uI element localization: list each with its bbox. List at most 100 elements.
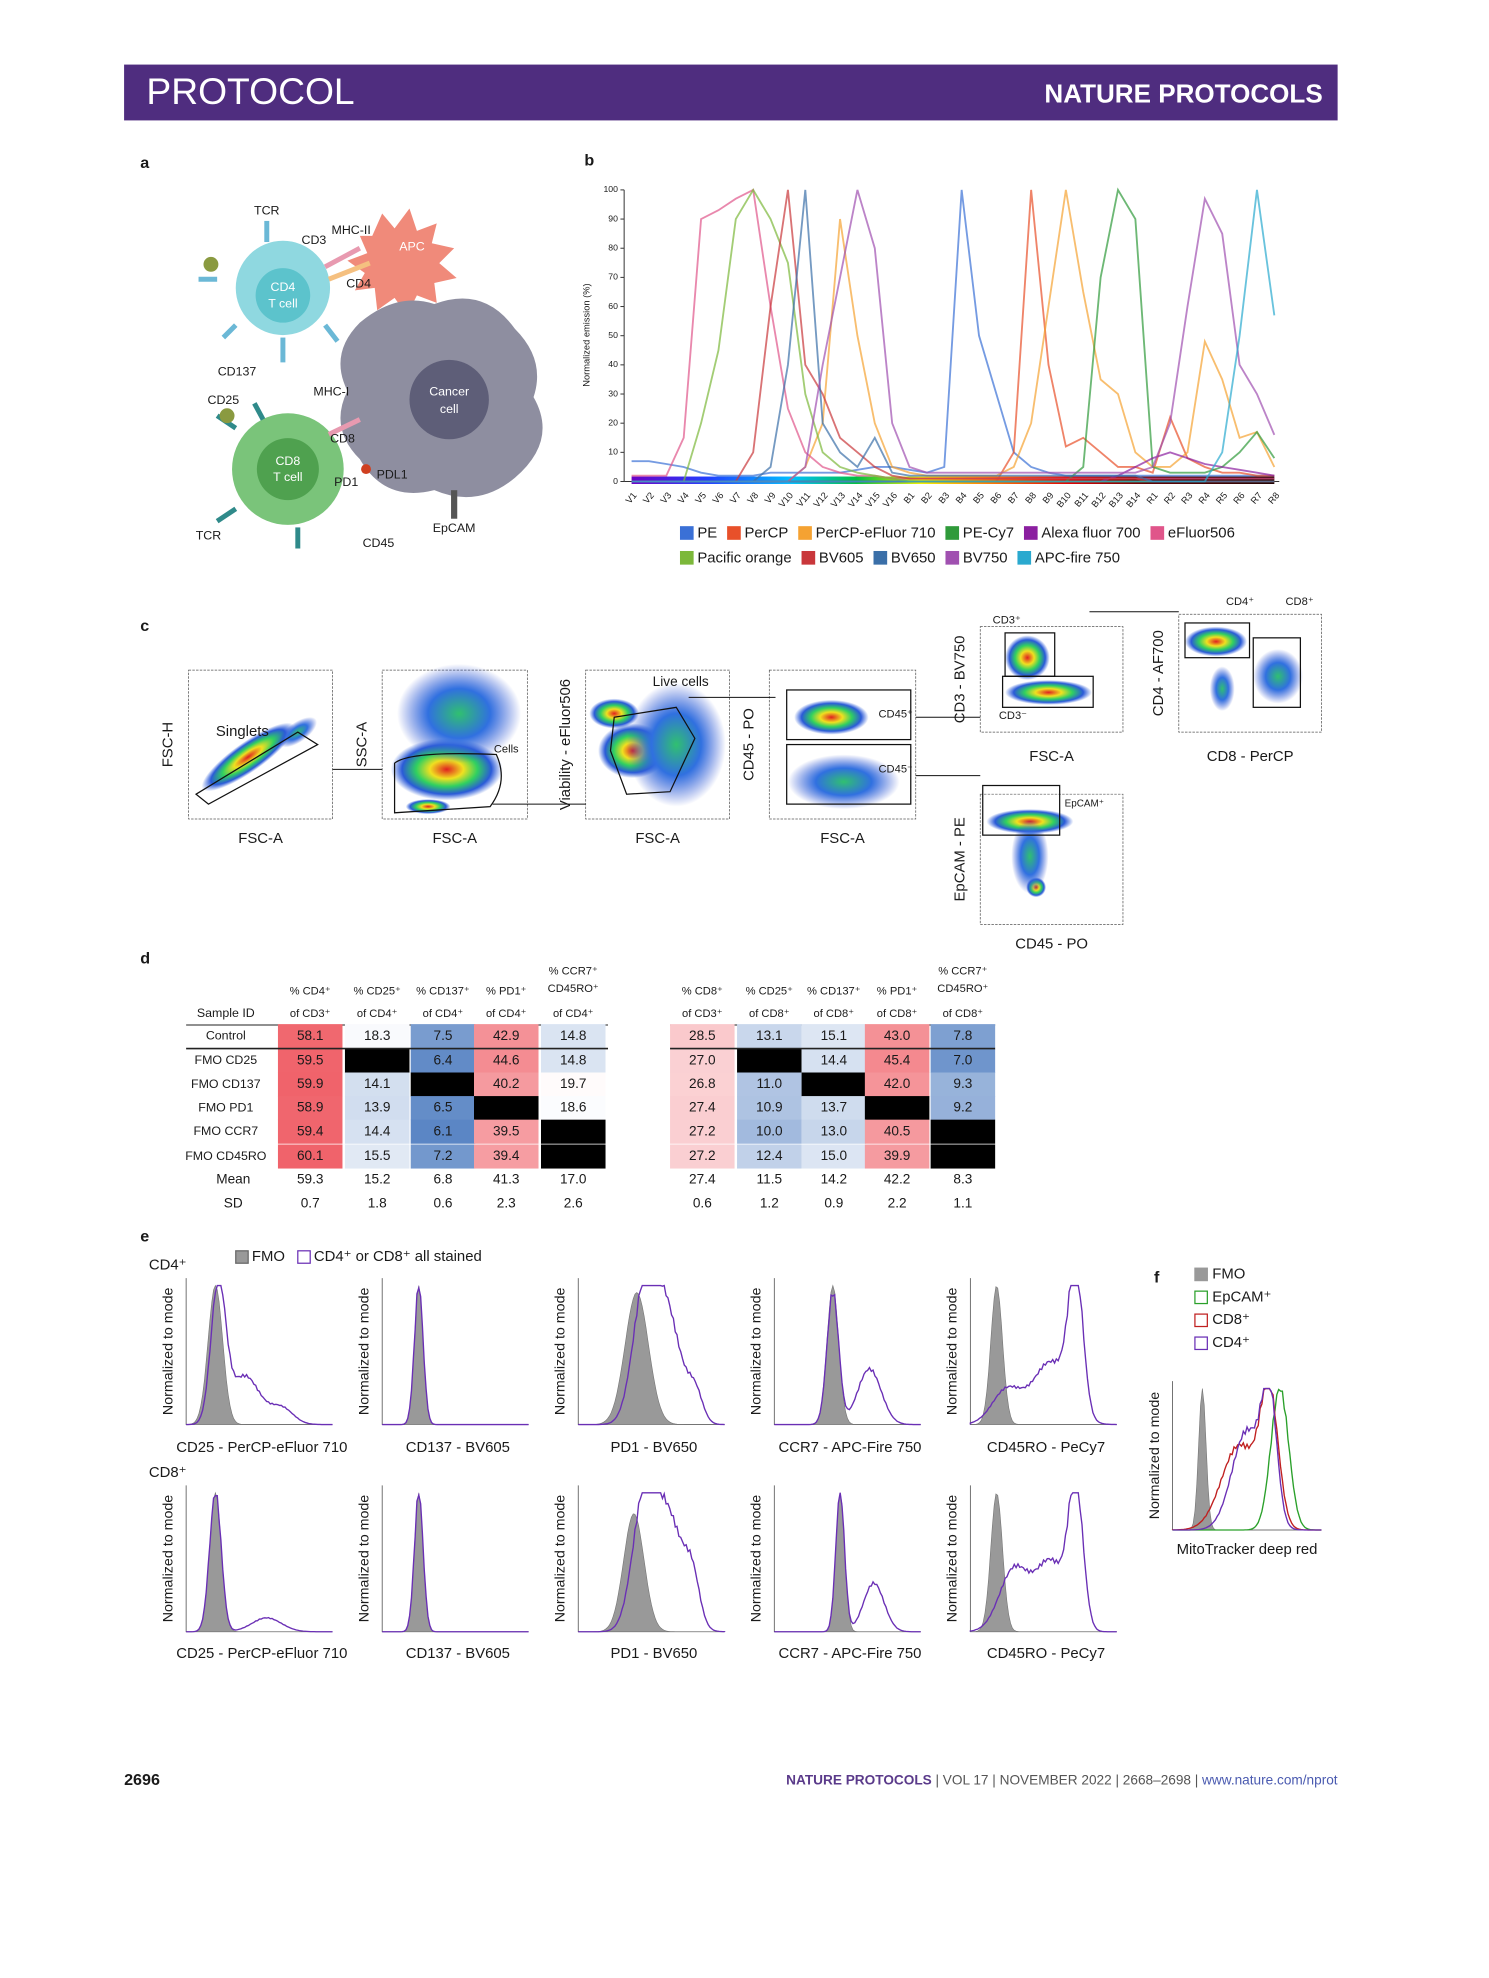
legend-label: CD4⁺ or CD8⁺ all stained xyxy=(314,1249,482,1265)
table-cell xyxy=(344,1096,410,1121)
footer-part: | VOL 17 | NOVEMBER 2022 | 2668–2698 | xyxy=(935,1772,1198,1787)
x-tick-label: R3 xyxy=(1179,490,1194,506)
table-cell-value: 45.4 xyxy=(884,1053,911,1068)
footer-citation: NATURE PROTOCOLS | VOL 17 | NOVEMBER 2022… xyxy=(786,1772,1338,1787)
y-tick-label: 100 xyxy=(603,184,618,194)
table-row-id: FMO PD1 xyxy=(198,1100,253,1114)
table-cell xyxy=(473,1144,539,1169)
gate xyxy=(1184,622,1251,659)
gate xyxy=(609,706,696,795)
table-cell xyxy=(277,1048,343,1074)
y-axis-label: Normalized emission (%) xyxy=(581,283,591,386)
table-header: % CD25⁺ xyxy=(353,985,401,997)
table-header: of CD4⁺ xyxy=(486,1008,527,1020)
panel-label: b xyxy=(584,152,594,170)
table-cell-value: 42.9 xyxy=(493,1028,520,1043)
gate-label: EpCAM⁺ xyxy=(1065,799,1104,810)
legend-label: CD8⁺ xyxy=(1212,1312,1250,1328)
table-header: of CD8⁺ xyxy=(877,1008,918,1020)
histogram xyxy=(970,1286,1117,1425)
legend-swatch xyxy=(798,526,812,540)
histogram xyxy=(969,1492,1117,1633)
y-tick-label: 50 xyxy=(608,330,618,340)
table-row-id: FMO CCR7 xyxy=(193,1124,258,1138)
flow-density xyxy=(787,754,900,810)
histogram xyxy=(578,1513,725,1633)
table-cell-value: 0.6 xyxy=(434,1195,453,1210)
table-cell-value: 8.3 xyxy=(953,1172,972,1187)
table-cell-value: 27.2 xyxy=(689,1148,716,1163)
table-cell xyxy=(277,1144,343,1169)
table-cell-value: 40.5 xyxy=(884,1123,911,1138)
table-cell xyxy=(541,1072,606,1097)
x-tick-label: B13 xyxy=(1107,490,1125,509)
table-cell xyxy=(473,1048,539,1074)
table-cell xyxy=(801,1072,867,1097)
histogram xyxy=(1171,1387,1322,1531)
table-header: % CD137⁺ xyxy=(807,985,861,997)
flow-x-label: FSC-A xyxy=(1029,749,1074,765)
table-cell-value: 2.2 xyxy=(888,1195,907,1210)
hist-y-label: Normalized to mode xyxy=(553,1495,569,1623)
spectrum-bar xyxy=(631,476,1275,484)
table-row-id: FMO CD45RO xyxy=(185,1149,267,1163)
table-cell xyxy=(344,1072,410,1097)
table-cell xyxy=(864,1048,930,1074)
histogram xyxy=(774,1492,921,1633)
table-cell-value: 7.5 xyxy=(434,1028,453,1043)
table-cell xyxy=(670,1144,735,1169)
table-cell-value: 14.2 xyxy=(821,1172,848,1187)
table-cell-value: 6.4 xyxy=(434,1053,453,1068)
hist-y-label: Normalized to mode xyxy=(945,1287,961,1415)
panel-label: e xyxy=(140,1227,149,1245)
x-tick-label: V14 xyxy=(846,490,864,509)
x-tick-label: B6 xyxy=(989,490,1004,505)
table-cell xyxy=(737,1072,802,1097)
x-tick-label: V16 xyxy=(881,490,899,509)
flow-x-label: CD8 - PerCP xyxy=(1207,749,1294,765)
table-cell-value: 13.9 xyxy=(364,1100,391,1115)
legend-label: FMO xyxy=(252,1249,285,1265)
y-tick-label: 40 xyxy=(608,359,618,369)
table-header: % CD25⁺ xyxy=(746,985,794,997)
legend-label: PerCP xyxy=(744,526,788,542)
table-cell xyxy=(930,1024,996,1049)
journal-title: NATURE PROTOCOLS xyxy=(1044,78,1322,108)
table-cell-value: 0.7 xyxy=(301,1195,320,1210)
table-cell-value: 12.4 xyxy=(756,1148,783,1163)
panel-label: d xyxy=(140,949,150,967)
flow-density xyxy=(1005,680,1092,705)
diagram-label: T cell xyxy=(268,296,297,310)
y-tick-label: 70 xyxy=(608,272,618,282)
gate xyxy=(1001,675,1094,708)
table-header: % PD1⁺ xyxy=(877,985,918,997)
table-cell xyxy=(670,1119,735,1144)
table-cell xyxy=(541,1119,606,1144)
y-tick-label: 30 xyxy=(608,388,618,398)
x-tick-label: B12 xyxy=(1089,490,1107,509)
x-tick-label: V8 xyxy=(745,490,760,505)
hist-x-label: CD137 - BV605 xyxy=(406,1646,510,1662)
table-cell-value: 7.2 xyxy=(434,1148,453,1163)
table-cell-value: 59.5 xyxy=(297,1053,324,1068)
legend-swatch xyxy=(873,550,888,565)
table-cell-value: 43.0 xyxy=(884,1028,911,1043)
x-tick-label: R8 xyxy=(1266,490,1281,506)
hist-y-label: Normalized to mode xyxy=(357,1495,373,1623)
diagram-label: EpCAM xyxy=(433,521,476,535)
gate xyxy=(1252,637,1302,708)
histogram xyxy=(774,1293,921,1426)
table-header: CD45RO⁺ xyxy=(548,983,599,995)
table-cell-value: 7.0 xyxy=(953,1053,972,1068)
legend-swatch xyxy=(1150,526,1165,540)
y-tick-label: 0 xyxy=(613,476,618,486)
hist-x-label: CD137 - BV605 xyxy=(406,1440,510,1456)
table-header: % CCR7⁺ xyxy=(549,966,598,978)
table-cell-value: 14.8 xyxy=(560,1053,587,1068)
hist-y-label: Normalized to mode xyxy=(945,1495,961,1623)
gate xyxy=(194,731,319,805)
x-tick-label: B7 xyxy=(1006,490,1021,505)
legend-label: Alexa fluor 700 xyxy=(1041,526,1140,542)
hist-y-label: Normalized to mode xyxy=(749,1287,765,1415)
hist-x-label: CD45RO - PeCy7 xyxy=(987,1440,1105,1456)
